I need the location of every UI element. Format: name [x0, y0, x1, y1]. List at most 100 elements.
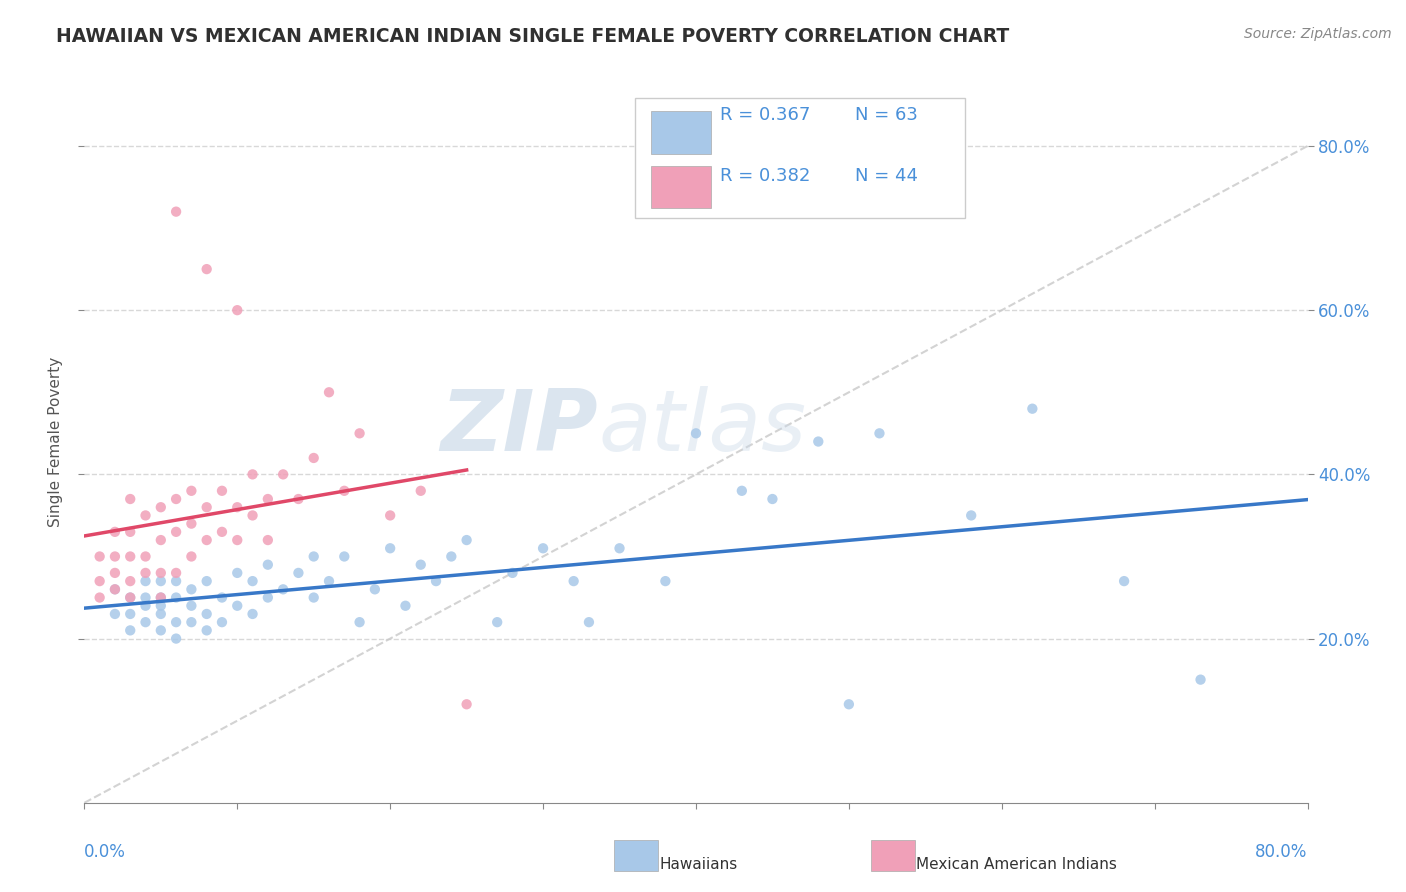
Text: 80.0%: 80.0%	[1256, 843, 1308, 861]
Point	[333, 483, 356, 498]
Y-axis label: Single Female Poverty: Single Female Poverty	[48, 357, 63, 526]
Point	[349, 615, 371, 630]
Point	[195, 574, 218, 588]
Point	[364, 582, 387, 597]
Point	[135, 508, 157, 523]
Point	[287, 491, 309, 506]
Point	[578, 615, 600, 630]
Point	[165, 566, 187, 580]
Point	[731, 483, 754, 498]
Point	[104, 566, 127, 580]
Point	[456, 533, 478, 547]
Point	[257, 491, 280, 506]
Point	[120, 591, 142, 605]
Point	[195, 262, 218, 277]
Point	[609, 541, 631, 556]
Point	[195, 500, 218, 515]
Point	[242, 508, 264, 523]
Point	[318, 574, 340, 588]
Point	[761, 491, 783, 506]
Point	[271, 467, 294, 482]
Point	[149, 566, 172, 580]
Point	[120, 524, 142, 539]
Point	[242, 467, 264, 482]
Point	[869, 426, 891, 441]
Point	[838, 698, 860, 712]
Point	[226, 599, 249, 613]
Text: R = 0.367: R = 0.367	[720, 106, 811, 124]
Point	[89, 574, 111, 588]
Point	[180, 582, 202, 597]
Point	[195, 533, 218, 547]
Point	[409, 483, 432, 498]
Point	[180, 615, 202, 630]
Point	[302, 591, 325, 605]
Point	[226, 566, 249, 580]
Point	[104, 582, 127, 597]
Point	[394, 599, 416, 613]
Point	[211, 615, 233, 630]
Point	[302, 450, 325, 465]
Point	[120, 491, 142, 506]
Point	[257, 558, 280, 572]
Point	[654, 574, 676, 588]
Point	[242, 574, 264, 588]
Point	[440, 549, 463, 564]
Point	[104, 607, 127, 621]
Point	[120, 591, 142, 605]
Point	[562, 574, 585, 588]
Point	[242, 607, 264, 621]
Text: N = 63: N = 63	[855, 106, 918, 124]
Point	[807, 434, 830, 449]
Point	[425, 574, 447, 588]
Point	[531, 541, 554, 556]
Point	[120, 574, 142, 588]
Point	[165, 524, 187, 539]
FancyBboxPatch shape	[651, 112, 710, 154]
Point	[149, 533, 172, 547]
Point	[104, 524, 127, 539]
Text: Source: ZipAtlas.com: Source: ZipAtlas.com	[1244, 27, 1392, 41]
Point	[502, 566, 524, 580]
Point	[302, 549, 325, 564]
Point	[165, 591, 187, 605]
Text: ZIP: ZIP	[440, 385, 598, 468]
Point	[89, 591, 111, 605]
FancyBboxPatch shape	[870, 840, 915, 871]
Point	[104, 549, 127, 564]
FancyBboxPatch shape	[651, 166, 710, 208]
FancyBboxPatch shape	[614, 840, 658, 871]
Point	[135, 566, 157, 580]
Point	[135, 591, 157, 605]
Text: HAWAIIAN VS MEXICAN AMERICAN INDIAN SINGLE FEMALE POVERTY CORRELATION CHART: HAWAIIAN VS MEXICAN AMERICAN INDIAN SING…	[56, 27, 1010, 45]
Point	[149, 607, 172, 621]
Point	[180, 516, 202, 531]
Text: Mexican American Indians: Mexican American Indians	[917, 857, 1116, 872]
Point	[165, 632, 187, 646]
Point	[120, 607, 142, 621]
Point	[226, 500, 249, 515]
Point	[120, 549, 142, 564]
Point	[149, 599, 172, 613]
Point	[349, 426, 371, 441]
Point	[180, 483, 202, 498]
Point	[104, 582, 127, 597]
Point	[1114, 574, 1136, 588]
Point	[195, 607, 218, 621]
Point	[287, 566, 309, 580]
Point	[211, 591, 233, 605]
Point	[380, 508, 402, 523]
Point	[685, 426, 707, 441]
Point	[149, 624, 172, 638]
Text: 0.0%: 0.0%	[84, 843, 127, 861]
Point	[195, 624, 218, 638]
Point	[1021, 401, 1043, 416]
Point	[135, 599, 157, 613]
Text: R = 0.382: R = 0.382	[720, 168, 811, 186]
Point	[149, 574, 172, 588]
Point	[135, 549, 157, 564]
Point	[180, 599, 202, 613]
Point	[257, 591, 280, 605]
Point	[135, 615, 157, 630]
Text: N = 44: N = 44	[855, 168, 918, 186]
